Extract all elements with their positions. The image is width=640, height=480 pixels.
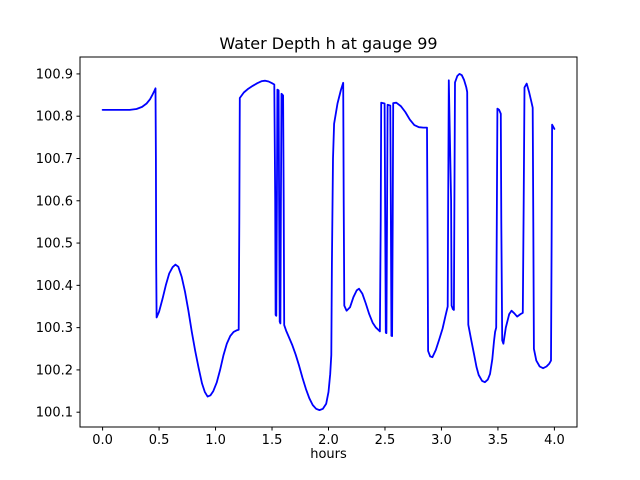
x-tick-label: 3.0	[431, 433, 452, 448]
x-tick-label: 2.0	[318, 433, 339, 448]
axes-frame	[79, 56, 578, 428]
data-line-water-depth-h	[101, 73, 556, 412]
x-tick-label: 1.5	[262, 433, 283, 448]
x-tick-label: 0.5	[149, 433, 170, 448]
x-tick-label: 3.5	[488, 433, 509, 448]
x-tick-label: 2.5	[375, 433, 396, 448]
x-tick-label: 4.0	[544, 433, 565, 448]
y-tick-label: 100.7	[36, 152, 73, 167]
x-axis-label: hours	[310, 447, 347, 462]
y-tick-label: 100.3	[36, 321, 73, 336]
x-tick-label: 0.0	[92, 433, 113, 448]
chart-title: Water Depth h at gauge 99	[219, 34, 438, 53]
y-tick-label: 100.1	[36, 406, 73, 421]
y-tick-label: 100.4	[36, 279, 73, 294]
y-tick-label: 100.8	[36, 110, 73, 125]
y-tick-label: 100.5	[36, 237, 73, 252]
x-tick-label: 1.0	[205, 433, 226, 448]
y-tick-label: 100.2	[36, 363, 73, 378]
y-tick-label: 100.9	[36, 67, 73, 82]
y-tick-label: 100.6	[36, 194, 73, 209]
